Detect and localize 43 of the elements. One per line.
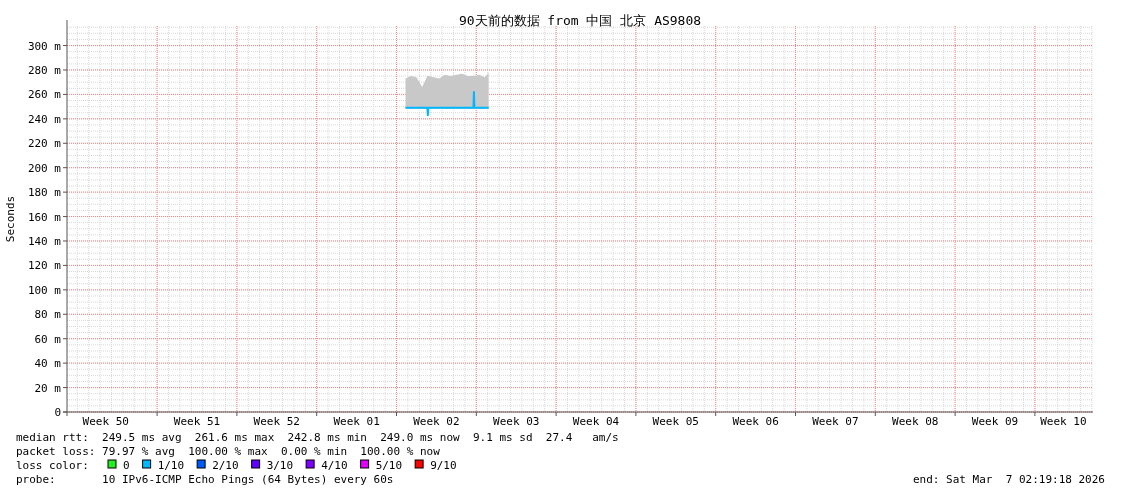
text: end: Sat Mar 7 02:19:18 2026 <box>912 473 1105 486</box>
x-tick-label: Week 09 <box>971 415 1019 428</box>
x-tick-label: Week 04 <box>572 415 620 428</box>
x-tick-label: Week 01 <box>333 415 380 428</box>
legend-label: 1/10 <box>157 459 185 472</box>
y-tick-label: 20 m <box>34 381 62 395</box>
text: probe: 10 IPv6-ICMP Echo Pings (64 Bytes) every 60s <box>16 473 394 486</box>
x-tick-label: Week 06 <box>732 415 779 428</box>
x-tick-label: Week 02 <box>413 415 460 428</box>
y-tick-label: 160 m <box>27 210 62 224</box>
x-tick-label: Week 03 <box>493 415 540 428</box>
chart-title: 90天前的数据 from 中国 北京 AS9808 <box>458 13 702 28</box>
legend-label: 9/10 <box>430 459 457 472</box>
y-tick-label: 140 m <box>27 234 62 248</box>
legend-label: 3/10 <box>266 459 294 472</box>
x-tick-label: Week 51 <box>173 415 221 428</box>
y-axis-title: Seconds <box>4 195 17 243</box>
y-tick-label: 0 <box>54 406 61 419</box>
y-tick-label: 200 m <box>27 161 62 175</box>
legend-label: 5/10 <box>375 459 403 472</box>
x-tick-label: Week 05 <box>652 415 699 428</box>
y-tick-label: 280 m <box>27 63 62 77</box>
y-tick-label: 60 m <box>34 332 62 346</box>
y-tick-label: 80 m <box>34 308 62 322</box>
x-tick-label: Week 08 <box>892 415 939 428</box>
x-tick-label: Week 07 <box>812 415 859 428</box>
x-tick-label: Week 10 <box>1040 415 1087 428</box>
legend-title: loss color: <box>16 459 89 472</box>
y-tick-label: 120 m <box>27 259 62 273</box>
legend-label: 2/10 <box>212 459 239 472</box>
y-tick-label: 100 m <box>27 283 62 297</box>
y-tick-label: 40 m <box>34 357 62 371</box>
y-tick-label: 240 m <box>27 112 62 126</box>
y-tick-label: 260 m <box>27 88 62 102</box>
legend-label: 0 <box>123 459 130 472</box>
y-tick-label: 180 m <box>27 186 62 200</box>
text: packet loss: 79.97 % avg 100.00 % max 0.00 % min 100.00 % now <box>16 445 441 458</box>
x-tick-label: Week 52 <box>253 415 300 428</box>
text: median rtt: 249.5 ms avg 261.6 ms max 242.8 ms min 249.0 ms now 9.1 ms sd 27.4 am/s <box>16 431 619 444</box>
legend-label: 4/10 <box>321 459 348 472</box>
y-tick-label: 220 m <box>27 137 62 151</box>
x-tick-label: Week 50 <box>82 415 129 428</box>
y-tick-label: 300 m <box>27 39 62 53</box>
